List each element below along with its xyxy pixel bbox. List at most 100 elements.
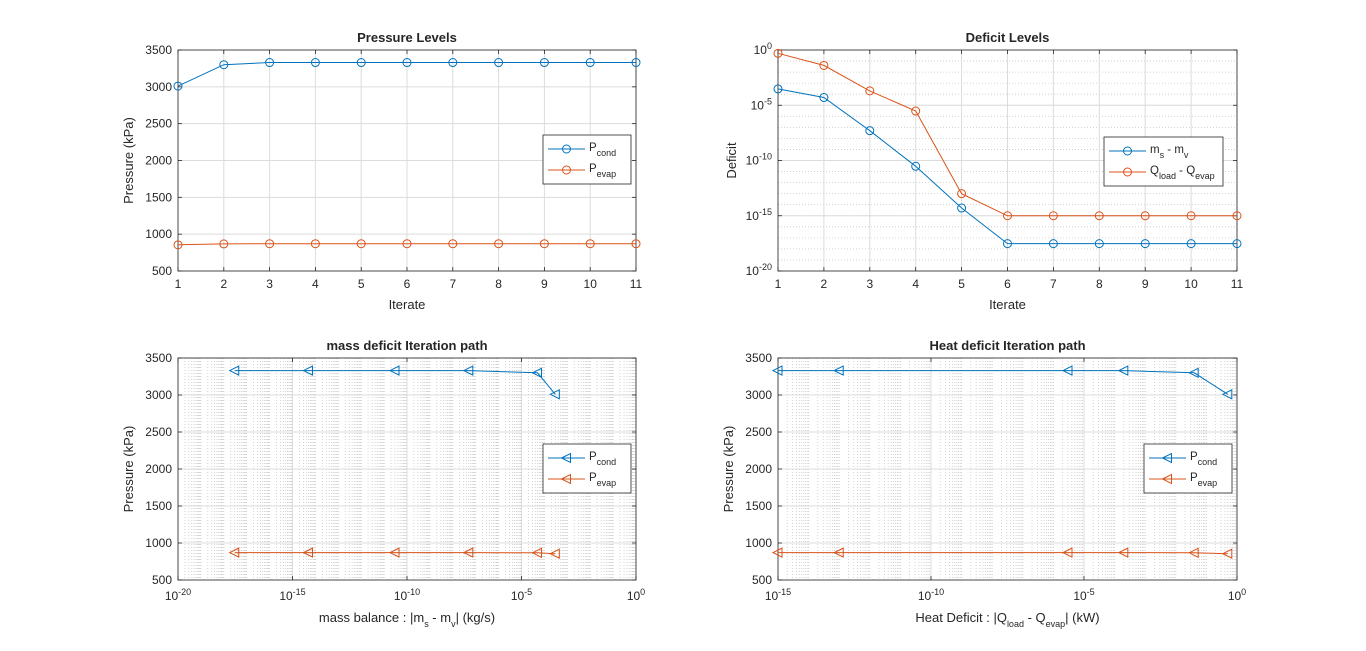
legend-label: ms - mv <box>1150 144 1189 160</box>
text-part: s <box>1160 150 1165 160</box>
text-part: mass balance : |m <box>319 610 424 625</box>
data-point <box>833 365 844 376</box>
chart-panel-1: 1 2 3 4 5 6 7 8 9 10 11 500 1000 1500 2000 2500 3000 3500… <box>121 30 643 312</box>
text-part: - m <box>1164 144 1184 156</box>
data-point <box>173 240 183 250</box>
data-point <box>1094 211 1104 221</box>
y-tick-label: 2000 <box>145 462 172 476</box>
data-point <box>302 365 314 376</box>
data-point <box>1003 211 1012 221</box>
data-point <box>1061 365 1073 376</box>
legend-marker <box>560 473 571 485</box>
x-tick-label: 10-15 <box>765 587 791 603</box>
data-point <box>773 84 783 94</box>
x-tick-label: 3 <box>866 277 873 291</box>
series-line-2 <box>177 243 636 246</box>
text-part: | (kW) <box>1065 610 1099 625</box>
x-tick-label: 10 <box>1184 277 1198 291</box>
data-point <box>494 239 504 249</box>
x-tick-label: 100 <box>1228 587 1246 603</box>
data-point <box>1221 388 1233 400</box>
y-tick-label: 500 <box>152 573 172 587</box>
x-tick-label: 10-10 <box>394 587 420 603</box>
x-tick-label: 11 <box>1231 277 1244 291</box>
y-tick-label: 3000 <box>745 388 772 402</box>
text-part: P <box>589 163 597 175</box>
y-tick-label: 1000 <box>145 227 172 241</box>
text-part: -10 <box>407 587 420 597</box>
legend-label: Pcond <box>1190 451 1217 467</box>
x-tick-label: 5 <box>358 277 365 291</box>
data-point <box>402 58 412 68</box>
text-part: -10 <box>759 152 772 162</box>
data-point <box>1232 211 1242 221</box>
text-part: -10 <box>931 587 944 597</box>
y-tick-label: 1500 <box>145 190 172 204</box>
text-part: -15 <box>293 587 306 597</box>
data-point <box>1061 547 1073 558</box>
y-tick-label: 3000 <box>145 80 172 94</box>
x-tick-label: 5 <box>958 277 965 291</box>
x-tick-label: 10-5 <box>511 587 532 603</box>
x-tick-label: 10-10 <box>918 587 944 603</box>
chart-panel-4: 10-15 10-10 10-5 10050010001500200025003000… <box>721 338 1246 629</box>
text-part: 10 <box>394 589 408 603</box>
text-part: 10 <box>1073 589 1087 603</box>
chart-title: mass deficit Iteration path <box>326 338 487 353</box>
data-point <box>865 126 875 136</box>
text-part: Heat Deficit : |Q <box>915 610 1007 625</box>
data-point <box>448 58 458 68</box>
data-point <box>356 58 366 68</box>
text-part: -5 <box>1087 587 1095 597</box>
x-tick-label: 9 <box>541 277 548 291</box>
text-part: v <box>1184 150 1189 160</box>
y-axis-label: Pressure (kPa) <box>721 426 736 513</box>
y-axis-label: Deficit <box>724 142 739 179</box>
x-tick-label: 1 <box>775 277 782 291</box>
data-point <box>1117 365 1129 376</box>
y-tick-label: 2500 <box>145 425 172 439</box>
data-point <box>957 203 967 213</box>
chart-title: Deficit Levels <box>966 30 1050 45</box>
y-tick-label: 1000 <box>745 536 772 550</box>
text-part: 10 <box>746 264 760 278</box>
text-part: v <box>451 619 456 629</box>
data-point <box>448 239 458 249</box>
text-part: m <box>1150 144 1160 156</box>
chart-title: Heat deficit Iteration path <box>929 338 1085 353</box>
y-tick-label: 2500 <box>745 425 772 439</box>
text-part: load <box>1007 619 1024 629</box>
data-point <box>771 547 783 558</box>
text-part: 10 <box>765 589 779 603</box>
data-point <box>494 58 504 68</box>
x-tick-label: 8 <box>495 277 502 291</box>
data-point <box>1188 547 1199 559</box>
data-point <box>585 239 595 249</box>
data-point <box>219 239 229 249</box>
text-part: evap <box>1195 171 1215 181</box>
data-point <box>265 58 275 68</box>
legend-marker <box>1123 146 1132 156</box>
data-point <box>531 367 543 379</box>
text-part: cond <box>597 148 617 158</box>
text-part: 10 <box>751 98 765 112</box>
legend-label: Pevap <box>589 163 616 179</box>
x-tick-label: 9 <box>1142 277 1149 291</box>
text-part: evap <box>597 169 617 179</box>
x-tick-label: 4 <box>912 277 919 291</box>
text-part: P <box>589 472 597 484</box>
legend-box <box>542 443 632 494</box>
text-part: -15 <box>759 207 772 217</box>
text-part: 0 <box>640 587 645 597</box>
data-point <box>819 93 829 103</box>
data-point <box>462 365 474 376</box>
data-point <box>911 106 921 116</box>
data-point <box>771 365 783 376</box>
legend-marker <box>1161 473 1172 485</box>
data-point <box>1232 239 1242 249</box>
data-point <box>388 365 400 376</box>
series-line-1 <box>777 88 1237 245</box>
legend-box <box>1143 443 1233 494</box>
data-point <box>1117 547 1129 558</box>
